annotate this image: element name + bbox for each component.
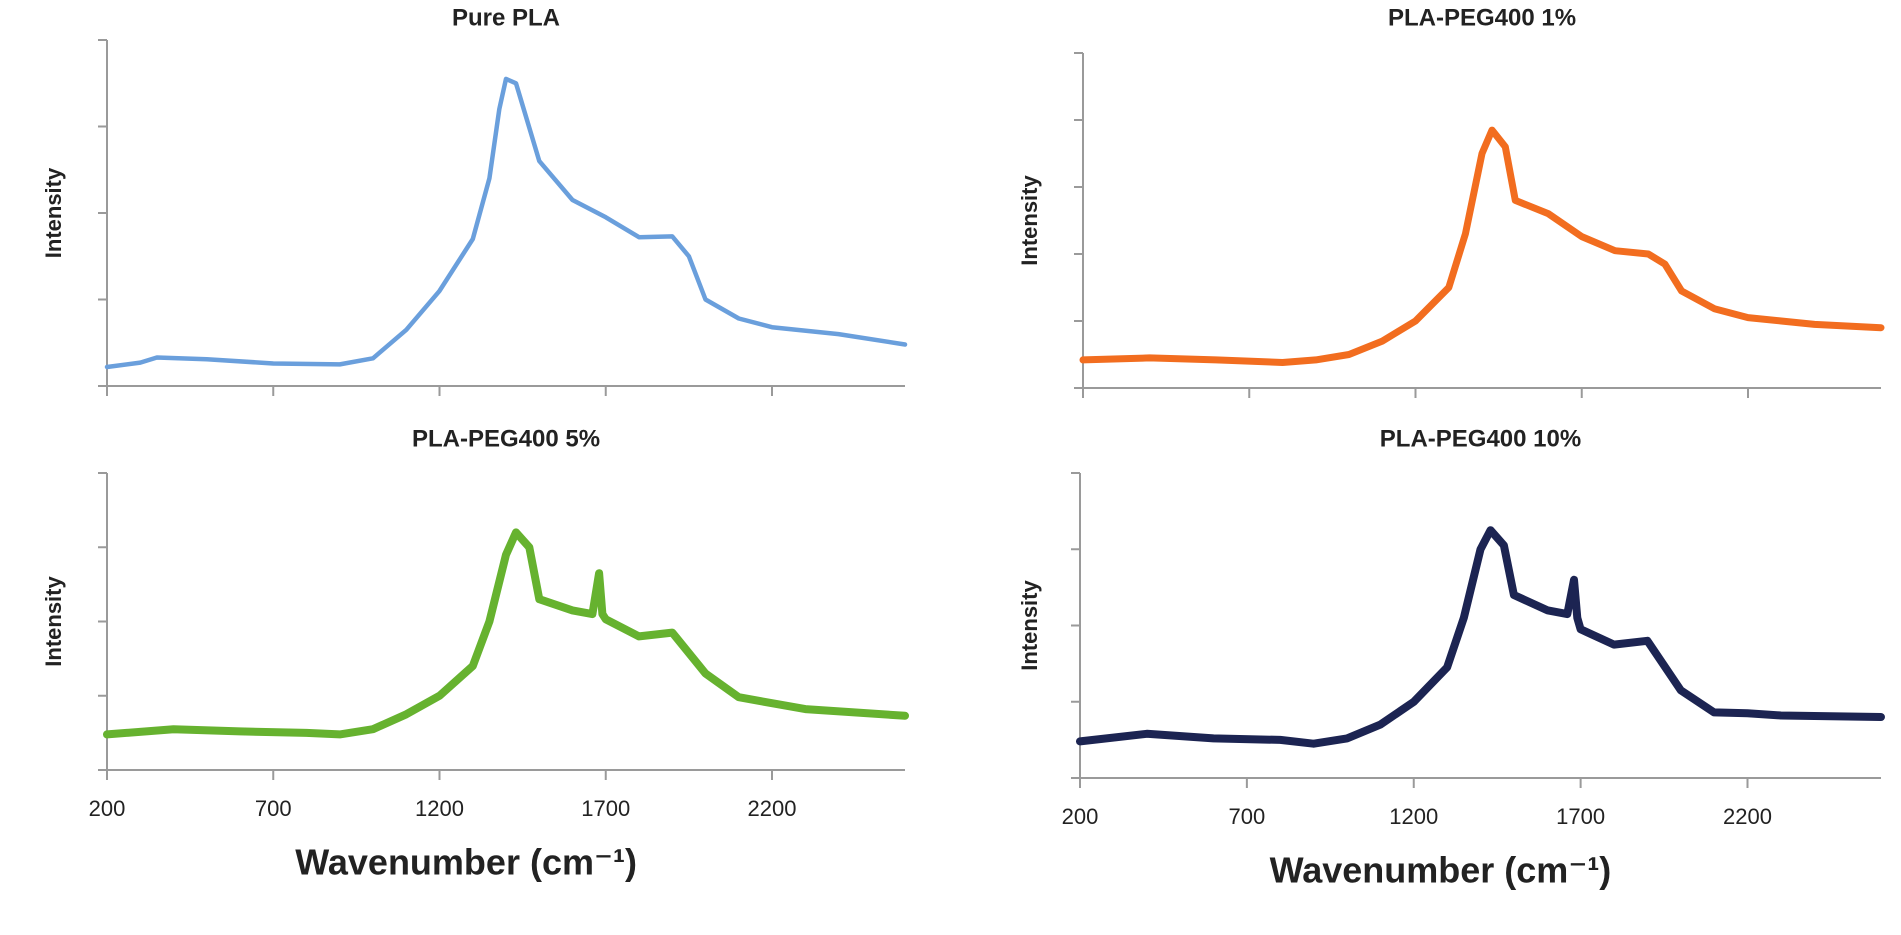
y-axis-label: Intensity [41,576,66,667]
x-tick-label: 2200 [748,796,797,821]
spectrum-line [104,76,908,370]
chart-title: PLA-PEG400 5% [412,425,600,452]
x-tick-label: 2200 [1723,804,1772,829]
spectrum-line [1079,126,1885,366]
x-tick-label: 1200 [415,796,464,821]
y-axis-label: Intensity [1017,175,1042,266]
y-axis-label: Intensity [41,167,66,258]
x-tick-label: 1700 [581,796,630,821]
x-tick-label: 200 [89,796,126,821]
x-axis-label: Wavenumber (cm⁻¹) [1270,850,1612,891]
y-axis-label: Intensity [1017,580,1042,671]
spectrum-line [1076,526,1885,748]
x-axis-label: Wavenumber (cm⁻¹) [295,842,637,883]
x-tick-label: 1700 [1556,804,1605,829]
chart-title: PLA-PEG400 1% [1388,4,1576,31]
chart-title: PLA-PEG400 10% [1380,425,1581,452]
x-tick-label: 1200 [1389,804,1438,829]
chart-title: Pure PLA [452,4,560,31]
x-tick-label: 200 [1062,804,1099,829]
spectrum-line [103,528,909,739]
x-tick-label: 700 [255,796,292,821]
x-tick-label: 700 [1229,804,1266,829]
